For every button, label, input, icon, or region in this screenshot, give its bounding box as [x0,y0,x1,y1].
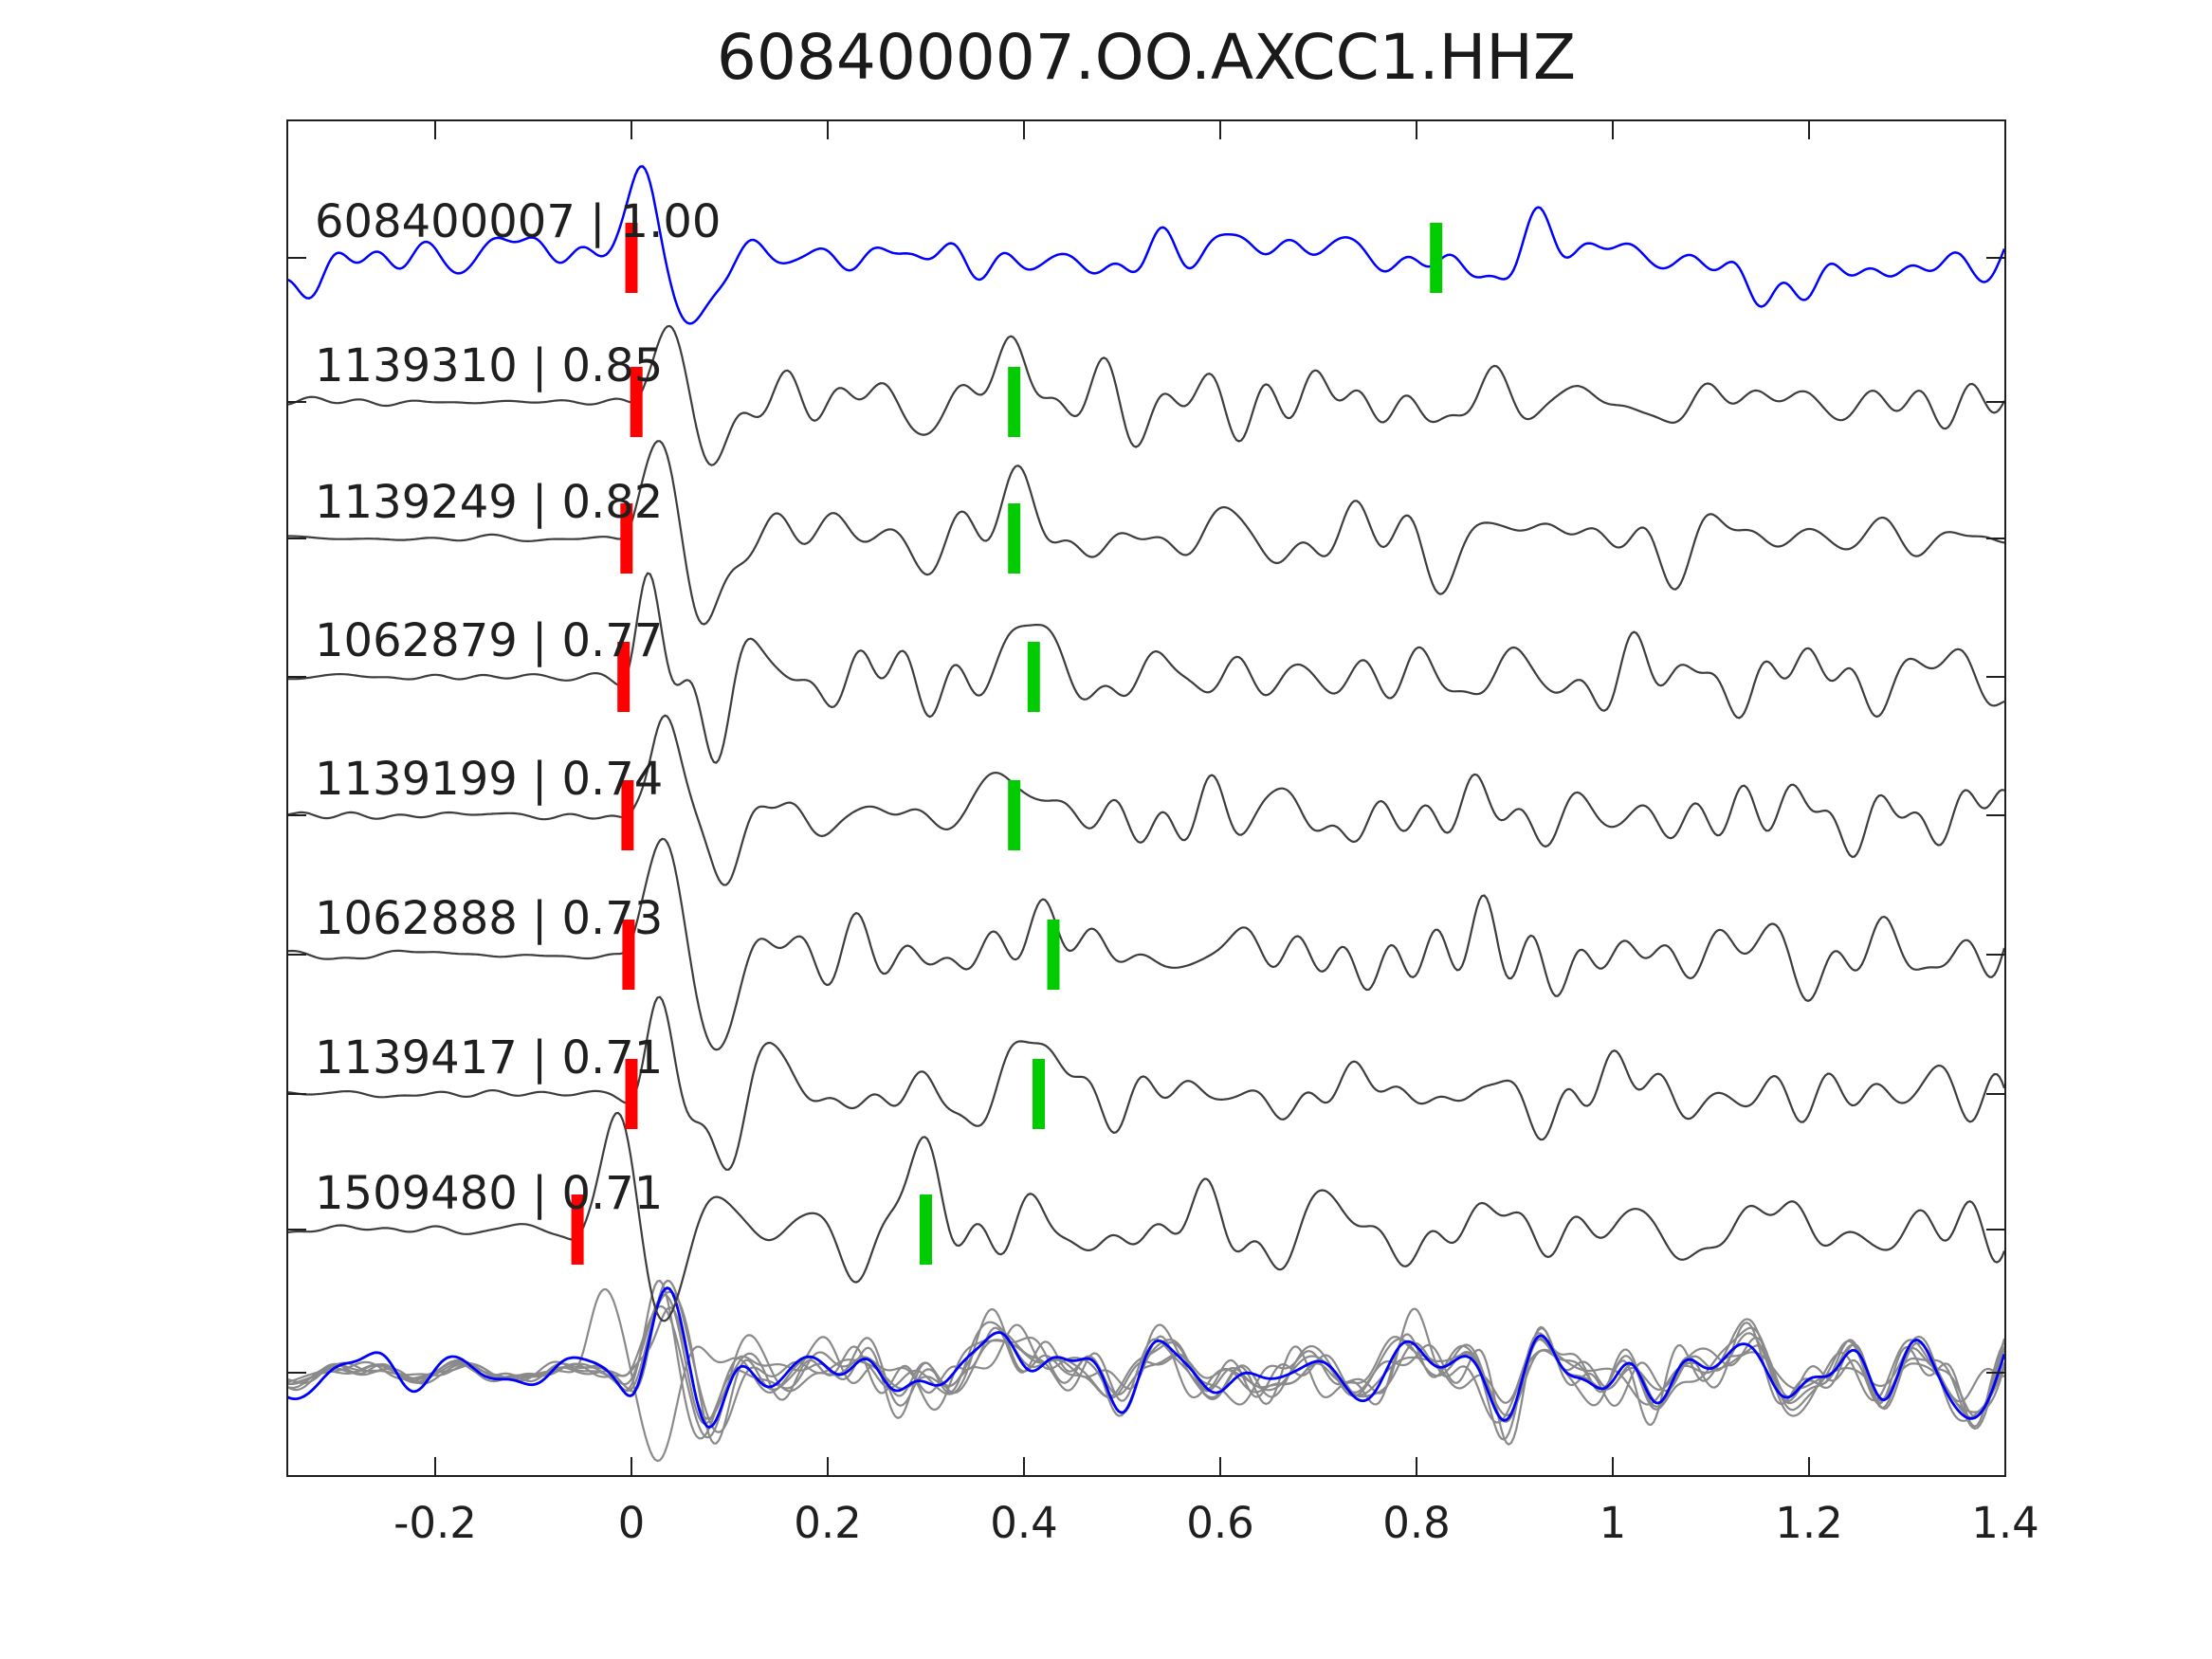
x-axis-tick-label: 0.6 [1186,1498,1254,1548]
green-pick-marker-1062888 [1047,920,1060,990]
green-pick-marker-1062879 [1027,642,1040,712]
detection-trace-1139249 [287,440,2005,626]
green-pick-marker-1509480 [920,1194,932,1265]
trace-label-1139249: 1139249 | 0.82 [315,476,663,529]
detection-trace-1062888 [287,837,2005,1051]
trace-label-1139310: 1139310 | 0.85 [315,339,663,392]
detection-trace-1139417 [287,995,2005,1171]
x-axis-tick-label: 1.4 [1971,1498,2039,1548]
x-axis-tick-label: 1 [1600,1498,1627,1548]
red-pick-marker-1139417 [625,1059,638,1129]
axes-box [286,119,2006,1477]
red-pick-marker-1139249 [620,503,633,574]
plot-title: 608400007.OO.AXCC1.HHZ [716,21,1577,94]
trace-label-1062879: 1062879 | 0.77 [315,614,663,667]
green-pick-marker-1139310 [1008,367,1021,437]
red-pick-marker-1062879 [617,642,631,712]
trace-label-608400007: 608400007 | 1.00 [315,195,721,248]
plot-area [287,165,2005,1463]
x-axis-tick-label: 0 [618,1498,646,1548]
detection-trace-1062879 [287,572,2005,764]
x-axis-tick-label: 0.4 [990,1498,1058,1548]
red-pick-marker-1139199 [621,780,634,850]
x-axis-tick-label: 0.8 [1382,1498,1451,1548]
x-axis-tick-label: -0.2 [393,1498,477,1548]
red-pick-marker-1139310 [630,367,643,437]
red-pick-marker-608400007 [625,223,638,293]
green-pick-marker-1139199 [1008,780,1021,850]
trace-label-1139417: 1139417 | 0.71 [315,1031,663,1085]
detection-trace-1139199 [287,714,2005,886]
red-pick-marker-1509480 [571,1194,584,1265]
trace-label-1139199: 1139199 | 0.74 [315,753,663,806]
overlay-template-trace [287,1286,2005,1429]
red-pick-marker-1062888 [622,920,635,990]
green-pick-marker-608400007 [1430,223,1443,293]
detection-trace-1139310 [287,324,2005,466]
overlay-detection-trace-1139417 [287,1290,2005,1445]
x-axis-tick-label: 0.2 [794,1498,862,1548]
template-trace-608400007 [287,165,2005,325]
trace-label-1509480: 1509480 | 0.71 [315,1167,663,1220]
x-axis-tick-label: 1.2 [1775,1498,1843,1548]
green-pick-marker-1139249 [1008,503,1021,574]
green-pick-marker-1139417 [1033,1059,1045,1129]
trace-label-1062888: 1062888 | 0.73 [315,892,663,945]
